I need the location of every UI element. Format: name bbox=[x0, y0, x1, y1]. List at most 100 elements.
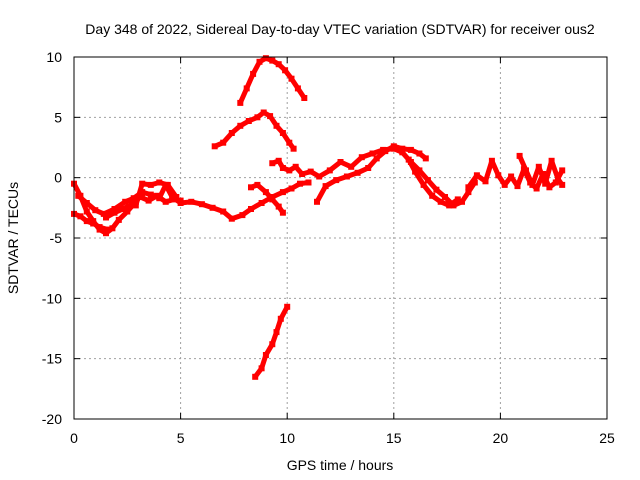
data-point bbox=[322, 183, 329, 190]
data-point bbox=[459, 198, 465, 205]
data-point bbox=[139, 180, 146, 187]
data-point bbox=[546, 184, 553, 191]
data-point bbox=[220, 139, 227, 146]
data-point bbox=[248, 184, 254, 191]
data-point bbox=[495, 172, 502, 179]
data-point bbox=[473, 172, 480, 179]
data-point bbox=[237, 99, 244, 106]
y-tick-label: -15 bbox=[42, 351, 62, 367]
data-point bbox=[267, 113, 274, 120]
data-point bbox=[316, 173, 323, 180]
data-point bbox=[111, 209, 118, 216]
x-tick-label: 0 bbox=[70, 430, 78, 446]
data-point bbox=[307, 168, 314, 175]
data-point bbox=[269, 196, 276, 203]
data-point bbox=[115, 216, 122, 223]
data-point bbox=[156, 179, 163, 186]
data-point bbox=[273, 329, 280, 336]
data-point bbox=[147, 181, 154, 188]
x-tick-label: 15 bbox=[386, 430, 402, 446]
axis-ticks: 0 5 10 15 20 25 -20 -15 -10 -5 0 5 10 bbox=[42, 49, 615, 446]
data-point bbox=[245, 118, 252, 124]
data-point bbox=[256, 58, 263, 65]
data-point bbox=[412, 168, 419, 175]
data-point bbox=[109, 225, 116, 232]
data-point bbox=[177, 197, 184, 204]
data-point bbox=[262, 55, 269, 62]
data-point bbox=[297, 180, 303, 187]
data-point bbox=[337, 159, 344, 165]
data-point bbox=[399, 145, 406, 152]
data-point bbox=[286, 139, 293, 146]
data-point bbox=[508, 173, 515, 180]
x-axis-label: GPS time / hours bbox=[287, 457, 394, 473]
data-point bbox=[548, 157, 555, 164]
data-point bbox=[514, 183, 521, 190]
data-point bbox=[260, 109, 267, 116]
data-point bbox=[100, 210, 107, 217]
data-point bbox=[228, 130, 235, 136]
data-point bbox=[237, 122, 244, 129]
series-arc-1 bbox=[71, 181, 145, 236]
data-point bbox=[326, 167, 333, 174]
data-point bbox=[399, 149, 406, 156]
data-point bbox=[275, 157, 282, 164]
x-tick-label: 5 bbox=[177, 430, 185, 446]
data-point bbox=[75, 192, 82, 199]
data-point bbox=[442, 194, 448, 200]
data-point bbox=[294, 85, 301, 92]
data-point bbox=[422, 155, 429, 162]
data-point bbox=[275, 61, 282, 68]
data-point bbox=[130, 195, 137, 202]
data-point bbox=[211, 143, 218, 150]
data-point bbox=[254, 114, 261, 121]
data-point bbox=[262, 352, 269, 358]
data-point bbox=[305, 179, 312, 186]
data-point bbox=[90, 220, 97, 227]
data-point bbox=[523, 167, 529, 174]
data-point bbox=[105, 226, 112, 233]
data-point bbox=[162, 198, 169, 205]
data-point bbox=[407, 146, 414, 153]
data-point bbox=[288, 75, 295, 82]
data-point bbox=[269, 57, 276, 64]
data-point bbox=[314, 198, 320, 205]
data-point bbox=[358, 154, 365, 161]
data-point bbox=[279, 130, 286, 136]
data-point bbox=[301, 95, 308, 101]
data-point bbox=[228, 215, 235, 222]
data-point bbox=[529, 181, 536, 188]
data-point bbox=[288, 185, 295, 192]
data-point bbox=[275, 203, 282, 210]
chart-title: Day 348 of 2022, Sidereal Day-to-day VTE… bbox=[85, 21, 595, 37]
data-point bbox=[124, 208, 131, 215]
data-point bbox=[286, 167, 293, 174]
data-point bbox=[250, 70, 257, 77]
x-tick-label: 20 bbox=[493, 430, 509, 446]
data-point bbox=[111, 206, 118, 212]
data-point bbox=[407, 159, 414, 165]
data-point bbox=[103, 230, 109, 237]
x-tick-label: 25 bbox=[599, 430, 615, 446]
data-point bbox=[343, 173, 350, 180]
data-point bbox=[437, 198, 444, 205]
data-point bbox=[429, 192, 436, 199]
data-point bbox=[132, 202, 139, 209]
data-point bbox=[279, 209, 286, 216]
data-point bbox=[373, 155, 380, 162]
grid bbox=[74, 57, 607, 419]
data-point bbox=[348, 163, 355, 170]
data-point bbox=[77, 213, 84, 220]
data-point bbox=[145, 197, 152, 204]
data-point bbox=[482, 178, 489, 185]
data-point bbox=[552, 179, 559, 186]
data-point bbox=[542, 180, 549, 187]
data-point bbox=[269, 160, 276, 167]
data-point bbox=[83, 218, 90, 225]
data-point bbox=[83, 208, 90, 215]
data-point bbox=[535, 163, 542, 170]
data-point bbox=[559, 181, 566, 188]
data-point bbox=[262, 189, 269, 196]
data-point bbox=[465, 184, 472, 191]
data-point bbox=[92, 207, 99, 214]
